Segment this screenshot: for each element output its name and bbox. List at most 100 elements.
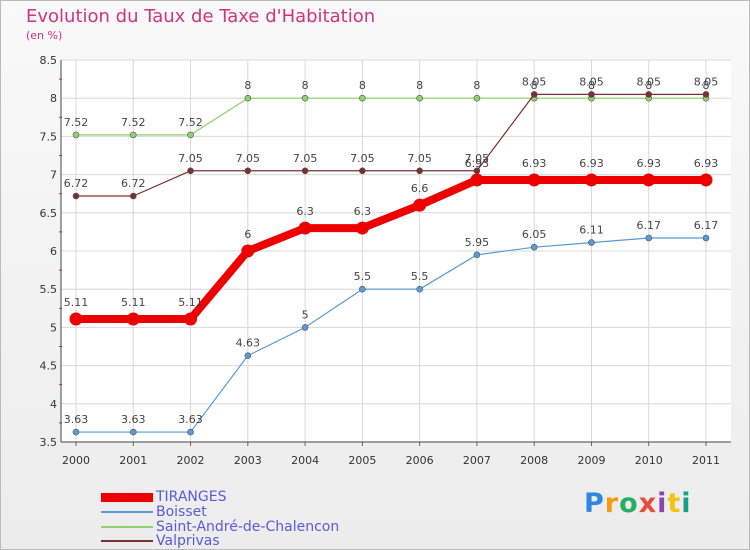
x-tick-label: 2006 xyxy=(406,454,434,467)
y-tick-label: 8.5 xyxy=(40,54,58,67)
data-point xyxy=(359,285,366,293)
y-tick-label: 4 xyxy=(50,398,57,411)
data-point xyxy=(642,173,656,187)
data-label: 6.93 xyxy=(694,157,719,170)
data-point xyxy=(129,428,137,436)
y-tick-label: 6 xyxy=(50,245,57,258)
data-label: 6.17 xyxy=(636,219,661,232)
series-line xyxy=(76,93,706,197)
data-label: 6.11 xyxy=(579,224,604,237)
data-point xyxy=(413,198,427,212)
data-point xyxy=(588,239,595,246)
legend-label: Valprivas xyxy=(156,533,220,549)
data-point xyxy=(588,91,595,98)
data-label: 7.05 xyxy=(465,152,490,165)
data-label: 5.11 xyxy=(64,296,89,309)
data-point xyxy=(527,173,541,187)
data-label: 6.72 xyxy=(121,177,146,190)
data-label: 6.72 xyxy=(64,177,89,190)
series-lines xyxy=(69,91,713,436)
data-point xyxy=(244,94,252,102)
grid xyxy=(61,59,731,443)
data-label: 5.95 xyxy=(465,236,490,249)
data-label: 6.05 xyxy=(522,228,547,241)
data-point xyxy=(645,91,653,98)
data-label: 3.63 xyxy=(178,413,203,426)
x-tick-label: 2009 xyxy=(577,454,605,467)
data-label: 4.63 xyxy=(236,337,261,350)
data-point xyxy=(584,173,598,187)
data-label: 8 xyxy=(645,79,652,92)
data-label: 7.05 xyxy=(178,152,203,165)
data-point xyxy=(473,251,481,259)
legend-label: Saint-André-de-Chalencon xyxy=(156,519,340,535)
logo-letter: i xyxy=(681,488,692,519)
legend-swatch xyxy=(101,492,153,502)
logo-letter: o xyxy=(619,488,639,519)
y-tick-label: 3.5 xyxy=(40,436,58,449)
y-tick-label: 5 xyxy=(50,321,57,334)
data-label: 6.93 xyxy=(465,157,490,170)
proxiti-logo: Proxiti xyxy=(584,488,692,519)
data-label: 8 xyxy=(531,79,538,92)
data-label: 7.05 xyxy=(236,152,261,165)
data-label: 5 xyxy=(302,308,309,321)
data-point xyxy=(301,324,309,331)
data-label: 8.05 xyxy=(694,75,719,88)
data-label: 8 xyxy=(473,79,480,92)
legend-label: Boisset xyxy=(156,504,207,520)
data-label: 8.05 xyxy=(636,75,661,88)
data-label: 6.17 xyxy=(694,219,719,232)
data-label: 8 xyxy=(416,79,423,92)
logo-letter: i xyxy=(657,488,668,519)
data-point xyxy=(473,94,481,102)
data-label: 8 xyxy=(703,79,710,92)
y-tick-label: 4.5 xyxy=(40,360,58,373)
data-point xyxy=(416,94,423,102)
data-label: 7.05 xyxy=(293,152,318,165)
data-point xyxy=(126,312,140,326)
data-label: 8 xyxy=(302,79,309,92)
data-point xyxy=(298,221,312,235)
series-boisset xyxy=(72,234,710,436)
data-label: 6.93 xyxy=(579,157,604,170)
data-point xyxy=(241,244,255,258)
data-label: 8 xyxy=(359,79,366,92)
data-point xyxy=(530,91,538,98)
data-point xyxy=(184,312,198,326)
data-point xyxy=(699,173,713,187)
data-point xyxy=(702,234,710,242)
data-label: 6.6 xyxy=(411,182,429,195)
data-label: 7.52 xyxy=(121,116,146,129)
data-label: 6.93 xyxy=(522,157,547,170)
legend-item: Boisset xyxy=(101,504,207,520)
data-label: 5.11 xyxy=(178,296,203,309)
series-valprivas xyxy=(72,91,710,200)
y-tick-label: 8 xyxy=(50,92,57,105)
x-tick-label: 2000 xyxy=(62,454,90,467)
legend-swatch xyxy=(101,511,153,513)
data-label: 5.11 xyxy=(121,296,146,309)
series-line xyxy=(76,97,706,136)
series-line xyxy=(76,237,706,433)
data-point xyxy=(72,192,80,200)
data-point xyxy=(702,91,710,98)
data-labels: 7.52 7.52 7.52 8 8 8 8 8 8 8 8 8 6.72 6.72 7.05 7.05 7.0… xyxy=(64,75,719,426)
legend-swatch xyxy=(101,540,153,542)
data-label: 6.93 xyxy=(636,157,661,170)
data-point xyxy=(416,285,423,293)
y-tick-label: 7.5 xyxy=(40,130,58,143)
legend-item: Saint-André-de-Chalencon xyxy=(101,519,339,535)
data-point xyxy=(355,221,369,235)
y-tick-label: 6.5 xyxy=(40,207,58,220)
legend-item: TIRANGES xyxy=(101,489,226,505)
x-tick-label: 2010 xyxy=(635,454,663,467)
data-label: 3.63 xyxy=(64,413,89,426)
data-label: 6 xyxy=(244,228,251,241)
logo-letter: P xyxy=(584,488,605,519)
data-label: 8 xyxy=(244,79,251,92)
y-tick-label: 5.5 xyxy=(40,283,58,296)
data-label: 7.52 xyxy=(178,116,203,129)
